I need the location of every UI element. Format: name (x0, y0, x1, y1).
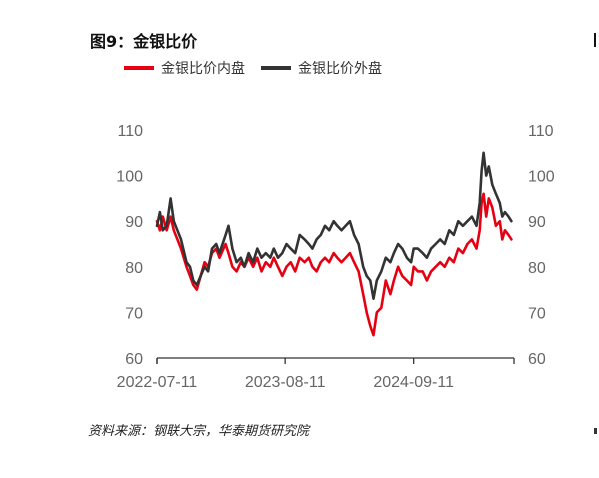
y-tick-label-left: 100 (116, 169, 143, 186)
chart-legend: 金银比价内盘 金银比价外盘 (124, 58, 382, 78)
adjacent-source-edge (594, 428, 597, 434)
y-tick-label-right: 60 (528, 351, 546, 368)
y-tick-label-right: 80 (528, 260, 546, 277)
y-tick-label-left: 70 (125, 305, 143, 322)
x-tick-label: 2022-07-11 (117, 374, 198, 391)
y-tick-label-left: 60 (125, 351, 143, 368)
legend-label-foreign: 金银比价外盘 (298, 61, 382, 77)
y-tick-label-left: 80 (125, 260, 143, 277)
figure-title: 图9：金银比价 (90, 32, 198, 51)
y-tick-label-right: 100 (528, 169, 555, 186)
y-tick-label-left: 90 (125, 214, 143, 231)
legend-swatch-domestic (124, 66, 154, 70)
legend-item-foreign: 金银比价外盘 (261, 58, 382, 78)
series-line-foreign (155, 151, 513, 300)
y-tick-label-right: 90 (528, 214, 546, 231)
source-note: 资料来源：钢联大宗，华泰期货研究院 (88, 424, 310, 439)
y-tick-label-right: 110 (528, 123, 554, 140)
adjacent-figure-edge (594, 33, 596, 47)
y-tick-label-left: 110 (117, 123, 143, 140)
legend-item-domestic: 金银比价内盘 (124, 58, 245, 78)
legend-label-domestic: 金银比价内盘 (161, 61, 245, 77)
legend-swatch-foreign (261, 66, 291, 70)
y-tick-label-right: 70 (528, 305, 546, 322)
x-tick-label: 2024-09-11 (373, 374, 454, 391)
x-tick-label: 2023-08-11 (245, 374, 326, 391)
